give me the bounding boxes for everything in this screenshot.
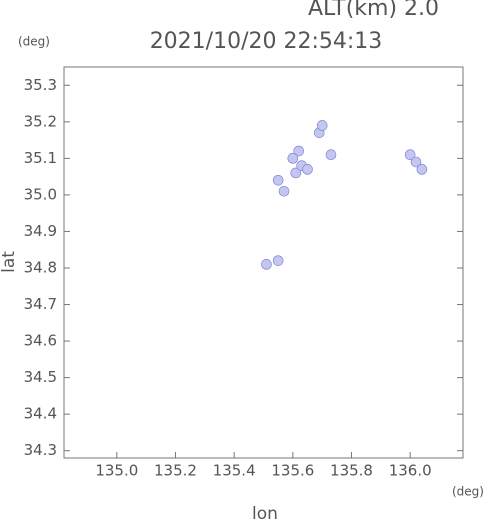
chart-title: 2021/10/20 22:54:13 xyxy=(150,29,383,54)
subtitle: ALT(km) 2.0 xyxy=(308,0,439,21)
x-tick-label: 136.0 xyxy=(389,462,432,480)
y-unit: (deg) xyxy=(18,35,50,49)
y-tick-label: 34.4 xyxy=(24,405,57,423)
x-tick-label: 135.6 xyxy=(271,462,314,480)
x-tick-label: 135.4 xyxy=(213,462,256,480)
y-tick-label: 34.3 xyxy=(24,441,57,459)
echo-point xyxy=(290,167,302,179)
echo-point xyxy=(278,185,290,197)
echo-point xyxy=(293,145,305,157)
echo-point xyxy=(416,164,428,175)
y-tick-label: 34.5 xyxy=(24,368,57,386)
y-tick-label: 35.3 xyxy=(24,76,57,94)
y-tick-label: 35.0 xyxy=(24,185,57,203)
echo-point xyxy=(325,149,337,161)
echo-point xyxy=(316,120,328,131)
echo-point xyxy=(287,153,299,164)
y-tick-label: 34.6 xyxy=(24,332,57,350)
echo-point xyxy=(261,259,272,270)
x-axis-label: lon xyxy=(252,504,278,521)
plot-frame xyxy=(63,66,464,459)
echo-point xyxy=(302,164,313,175)
y-tick-label: 35.1 xyxy=(24,149,57,167)
x-unit: (deg) xyxy=(452,485,484,499)
y-tick-label: 34.9 xyxy=(24,222,57,240)
y-axis-label: lat xyxy=(0,251,19,273)
y-tick-label: 35.2 xyxy=(24,112,57,130)
y-tick-label: 34.8 xyxy=(24,258,57,276)
echo-point xyxy=(410,156,422,168)
echo-point xyxy=(272,255,284,266)
x-tick-label: 135.2 xyxy=(154,462,197,480)
x-tick-label: 135.0 xyxy=(95,462,138,480)
x-tick-label: 135.8 xyxy=(330,462,373,480)
y-tick-label: 34.7 xyxy=(24,295,57,313)
echo-point xyxy=(272,174,284,186)
echo-point xyxy=(404,149,416,161)
